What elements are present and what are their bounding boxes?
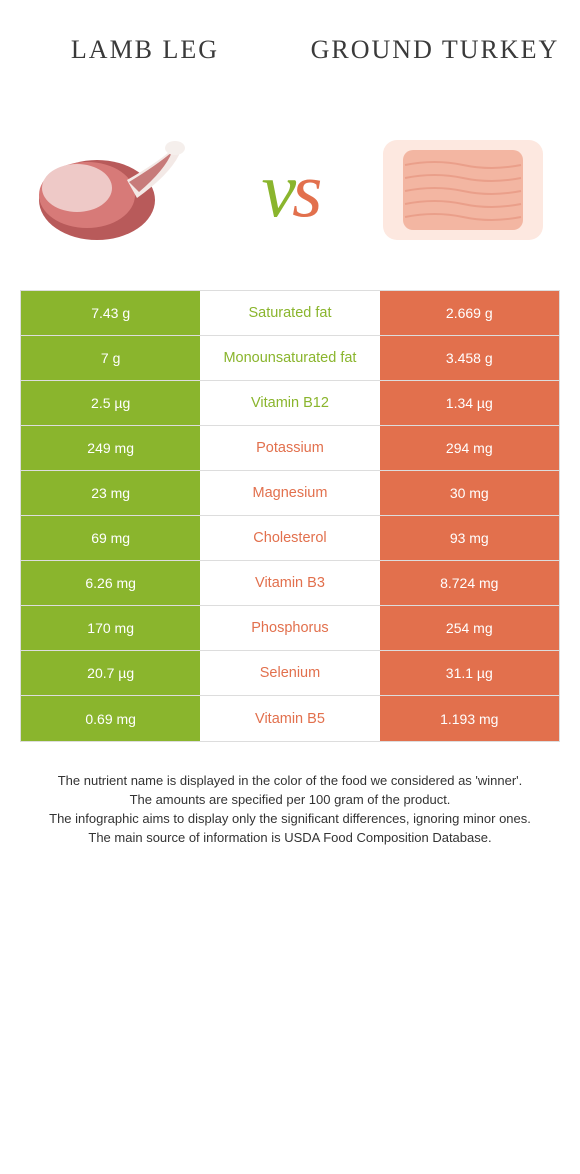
table-row: 0.69 mgVitamin B51.193 mg — [21, 696, 559, 741]
nutrient-label: Vitamin B12 — [200, 381, 379, 425]
table-row: 249 mgPotassium294 mg — [21, 426, 559, 471]
table-row: 7.43 gSaturated fat2.669 g — [21, 291, 559, 336]
header-row: Lamb leg Ground turkey — [0, 0, 580, 100]
footer-line-4: The main source of information is USDA F… — [30, 829, 550, 848]
table-row: 170 mgPhosphorus254 mg — [21, 606, 559, 651]
left-value: 249 mg — [21, 426, 200, 470]
right-value: 1.34 µg — [380, 381, 559, 425]
table-row: 7 gMonounsaturated fat3.458 g — [21, 336, 559, 381]
left-value: 7 g — [21, 336, 200, 380]
right-value: 1.193 mg — [380, 696, 559, 741]
right-value: 2.669 g — [380, 291, 559, 335]
nutrient-label: Phosphorus — [200, 606, 379, 650]
vs-s: s — [292, 146, 318, 233]
footer-line-1: The nutrient name is displayed in the co… — [30, 772, 550, 791]
vs-label: vs — [261, 145, 318, 235]
right-value: 294 mg — [380, 426, 559, 470]
ground-turkey-image — [373, 110, 553, 270]
right-value: 254 mg — [380, 606, 559, 650]
left-value: 20.7 µg — [21, 651, 200, 695]
nutrient-label: Potassium — [200, 426, 379, 470]
vs-v: v — [261, 146, 292, 233]
right-value: 31.1 µg — [380, 651, 559, 695]
nutrient-label: Cholesterol — [200, 516, 379, 560]
right-value: 93 mg — [380, 516, 559, 560]
footer-note: The nutrient name is displayed in the co… — [30, 772, 550, 847]
left-value: 2.5 µg — [21, 381, 200, 425]
right-value: 30 mg — [380, 471, 559, 515]
lamb-leg-image — [27, 110, 207, 270]
right-food-title: Ground turkey — [290, 35, 580, 65]
nutrient-table: 7.43 gSaturated fat2.669 g7 gMonounsatur… — [20, 290, 560, 742]
table-row: 6.26 mgVitamin B38.724 mg — [21, 561, 559, 606]
left-value: 0.69 mg — [21, 696, 200, 741]
nutrient-label: Vitamin B5 — [200, 696, 379, 741]
images-row: vs — [0, 100, 580, 280]
nutrient-label: Vitamin B3 — [200, 561, 379, 605]
table-row: 23 mgMagnesium30 mg — [21, 471, 559, 516]
nutrient-label: Magnesium — [200, 471, 379, 515]
right-value: 3.458 g — [380, 336, 559, 380]
table-row: 69 mgCholesterol93 mg — [21, 516, 559, 561]
footer-line-3: The infographic aims to display only the… — [30, 810, 550, 829]
left-value: 69 mg — [21, 516, 200, 560]
table-row: 2.5 µgVitamin B121.34 µg — [21, 381, 559, 426]
nutrient-label: Monounsaturated fat — [200, 336, 379, 380]
nutrient-label: Saturated fat — [200, 291, 379, 335]
left-value: 170 mg — [21, 606, 200, 650]
left-food-title: Lamb leg — [0, 35, 290, 65]
table-row: 20.7 µgSelenium31.1 µg — [21, 651, 559, 696]
footer-line-2: The amounts are specified per 100 gram o… — [30, 791, 550, 810]
left-value: 6.26 mg — [21, 561, 200, 605]
left-value: 23 mg — [21, 471, 200, 515]
nutrient-label: Selenium — [200, 651, 379, 695]
right-value: 8.724 mg — [380, 561, 559, 605]
left-value: 7.43 g — [21, 291, 200, 335]
